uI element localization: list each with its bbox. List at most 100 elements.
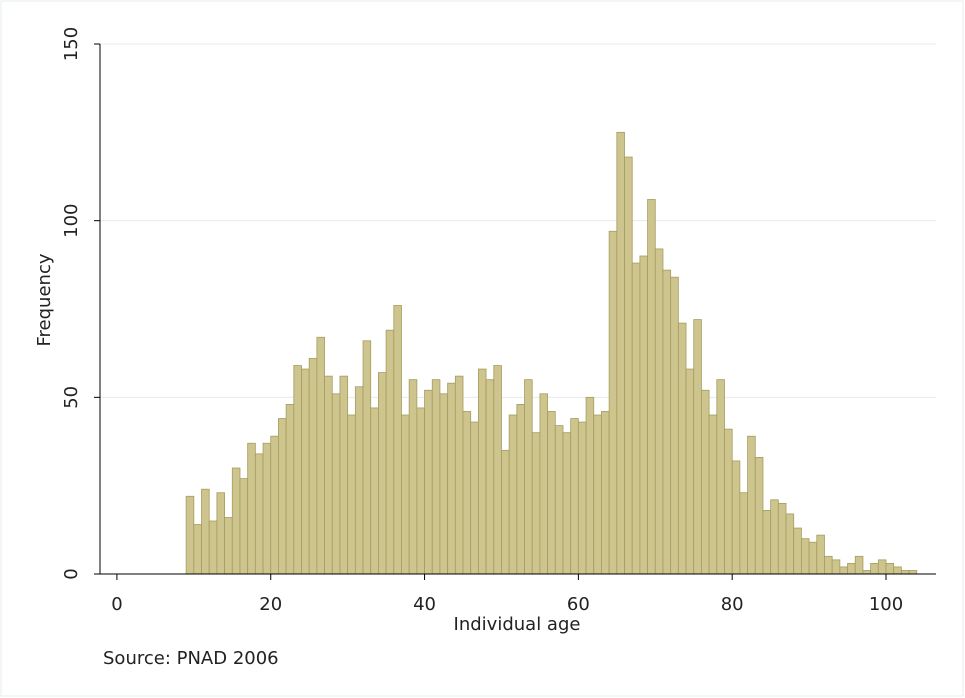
bar	[501, 449, 510, 575]
bar	[477, 368, 487, 575]
bar	[224, 517, 233, 575]
bar	[270, 435, 279, 575]
bar	[454, 375, 464, 575]
bar	[900, 570, 910, 575]
bar	[262, 442, 272, 575]
bar	[308, 358, 318, 575]
bar	[416, 407, 425, 575]
bar	[585, 396, 595, 575]
bar	[239, 478, 249, 575]
bar	[354, 386, 364, 575]
bar	[701, 389, 710, 575]
bar	[831, 559, 841, 575]
source-note: Source: PNAD 2006	[103, 648, 279, 669]
bar	[462, 411, 472, 575]
bar	[516, 403, 525, 575]
bar	[554, 425, 564, 575]
bar	[693, 319, 702, 575]
bar	[577, 421, 587, 575]
bar	[347, 414, 356, 575]
bar	[870, 563, 879, 575]
bar	[785, 513, 795, 575]
y-tick-label: 50	[61, 386, 82, 409]
bar	[201, 488, 210, 575]
x-axis-label: Individual age	[454, 614, 581, 635]
x-tick-label: 20	[259, 594, 282, 615]
bar	[370, 407, 379, 575]
bar	[293, 365, 302, 575]
bar	[662, 269, 672, 575]
bar	[877, 559, 887, 575]
bar	[447, 382, 456, 575]
bar	[801, 538, 810, 575]
bar	[885, 563, 895, 575]
bar	[285, 403, 295, 575]
bar	[408, 379, 418, 575]
bar	[424, 389, 433, 575]
bar	[231, 467, 241, 575]
y-tick-label: 150	[61, 27, 82, 61]
bar	[393, 305, 402, 575]
bar	[531, 432, 541, 575]
bar	[624, 156, 633, 575]
bar	[754, 456, 764, 575]
bar	[508, 414, 518, 575]
bar	[524, 379, 533, 575]
bar	[216, 492, 225, 575]
bar	[685, 368, 695, 575]
y-axis-label: Frequency	[34, 253, 55, 346]
bar	[254, 453, 264, 575]
bar	[839, 566, 848, 575]
bar	[485, 379, 495, 575]
x-tick-label: 100	[869, 594, 903, 615]
y-tick-label: 100	[61, 203, 82, 237]
bar	[670, 276, 679, 575]
bar	[247, 442, 256, 575]
bar	[816, 534, 825, 575]
bar	[862, 570, 872, 575]
bar	[739, 492, 748, 575]
bar	[677, 322, 687, 575]
bar	[362, 340, 372, 575]
bar	[539, 393, 549, 575]
bar	[193, 524, 202, 575]
bar	[616, 131, 625, 575]
bar	[716, 379, 725, 575]
bar	[808, 541, 818, 575]
bar	[385, 329, 395, 575]
bar	[208, 520, 218, 575]
bar	[824, 555, 833, 575]
bar	[324, 375, 333, 575]
bar	[570, 418, 579, 575]
bar	[847, 563, 856, 575]
bar	[339, 375, 349, 575]
bar	[316, 336, 325, 575]
bar	[631, 262, 641, 575]
bar	[608, 230, 618, 575]
bar	[747, 435, 756, 575]
bar	[762, 509, 772, 575]
bar	[601, 411, 610, 575]
bar	[562, 432, 572, 575]
x-tick-label: 80	[721, 594, 744, 615]
bar	[908, 570, 918, 575]
bar	[593, 414, 602, 575]
bar	[731, 460, 741, 575]
bar	[493, 365, 502, 575]
x-tick-label: 40	[413, 594, 436, 615]
bar	[378, 372, 387, 575]
bar	[301, 368, 310, 575]
bar	[893, 566, 902, 575]
x-tick-label: 60	[567, 594, 590, 615]
bar	[278, 418, 287, 575]
bar	[331, 393, 341, 575]
bar	[708, 414, 718, 575]
bar	[854, 555, 864, 575]
bar	[547, 411, 556, 575]
bar	[647, 199, 656, 575]
bar	[770, 499, 779, 575]
bar	[793, 527, 802, 575]
bar	[654, 248, 664, 575]
